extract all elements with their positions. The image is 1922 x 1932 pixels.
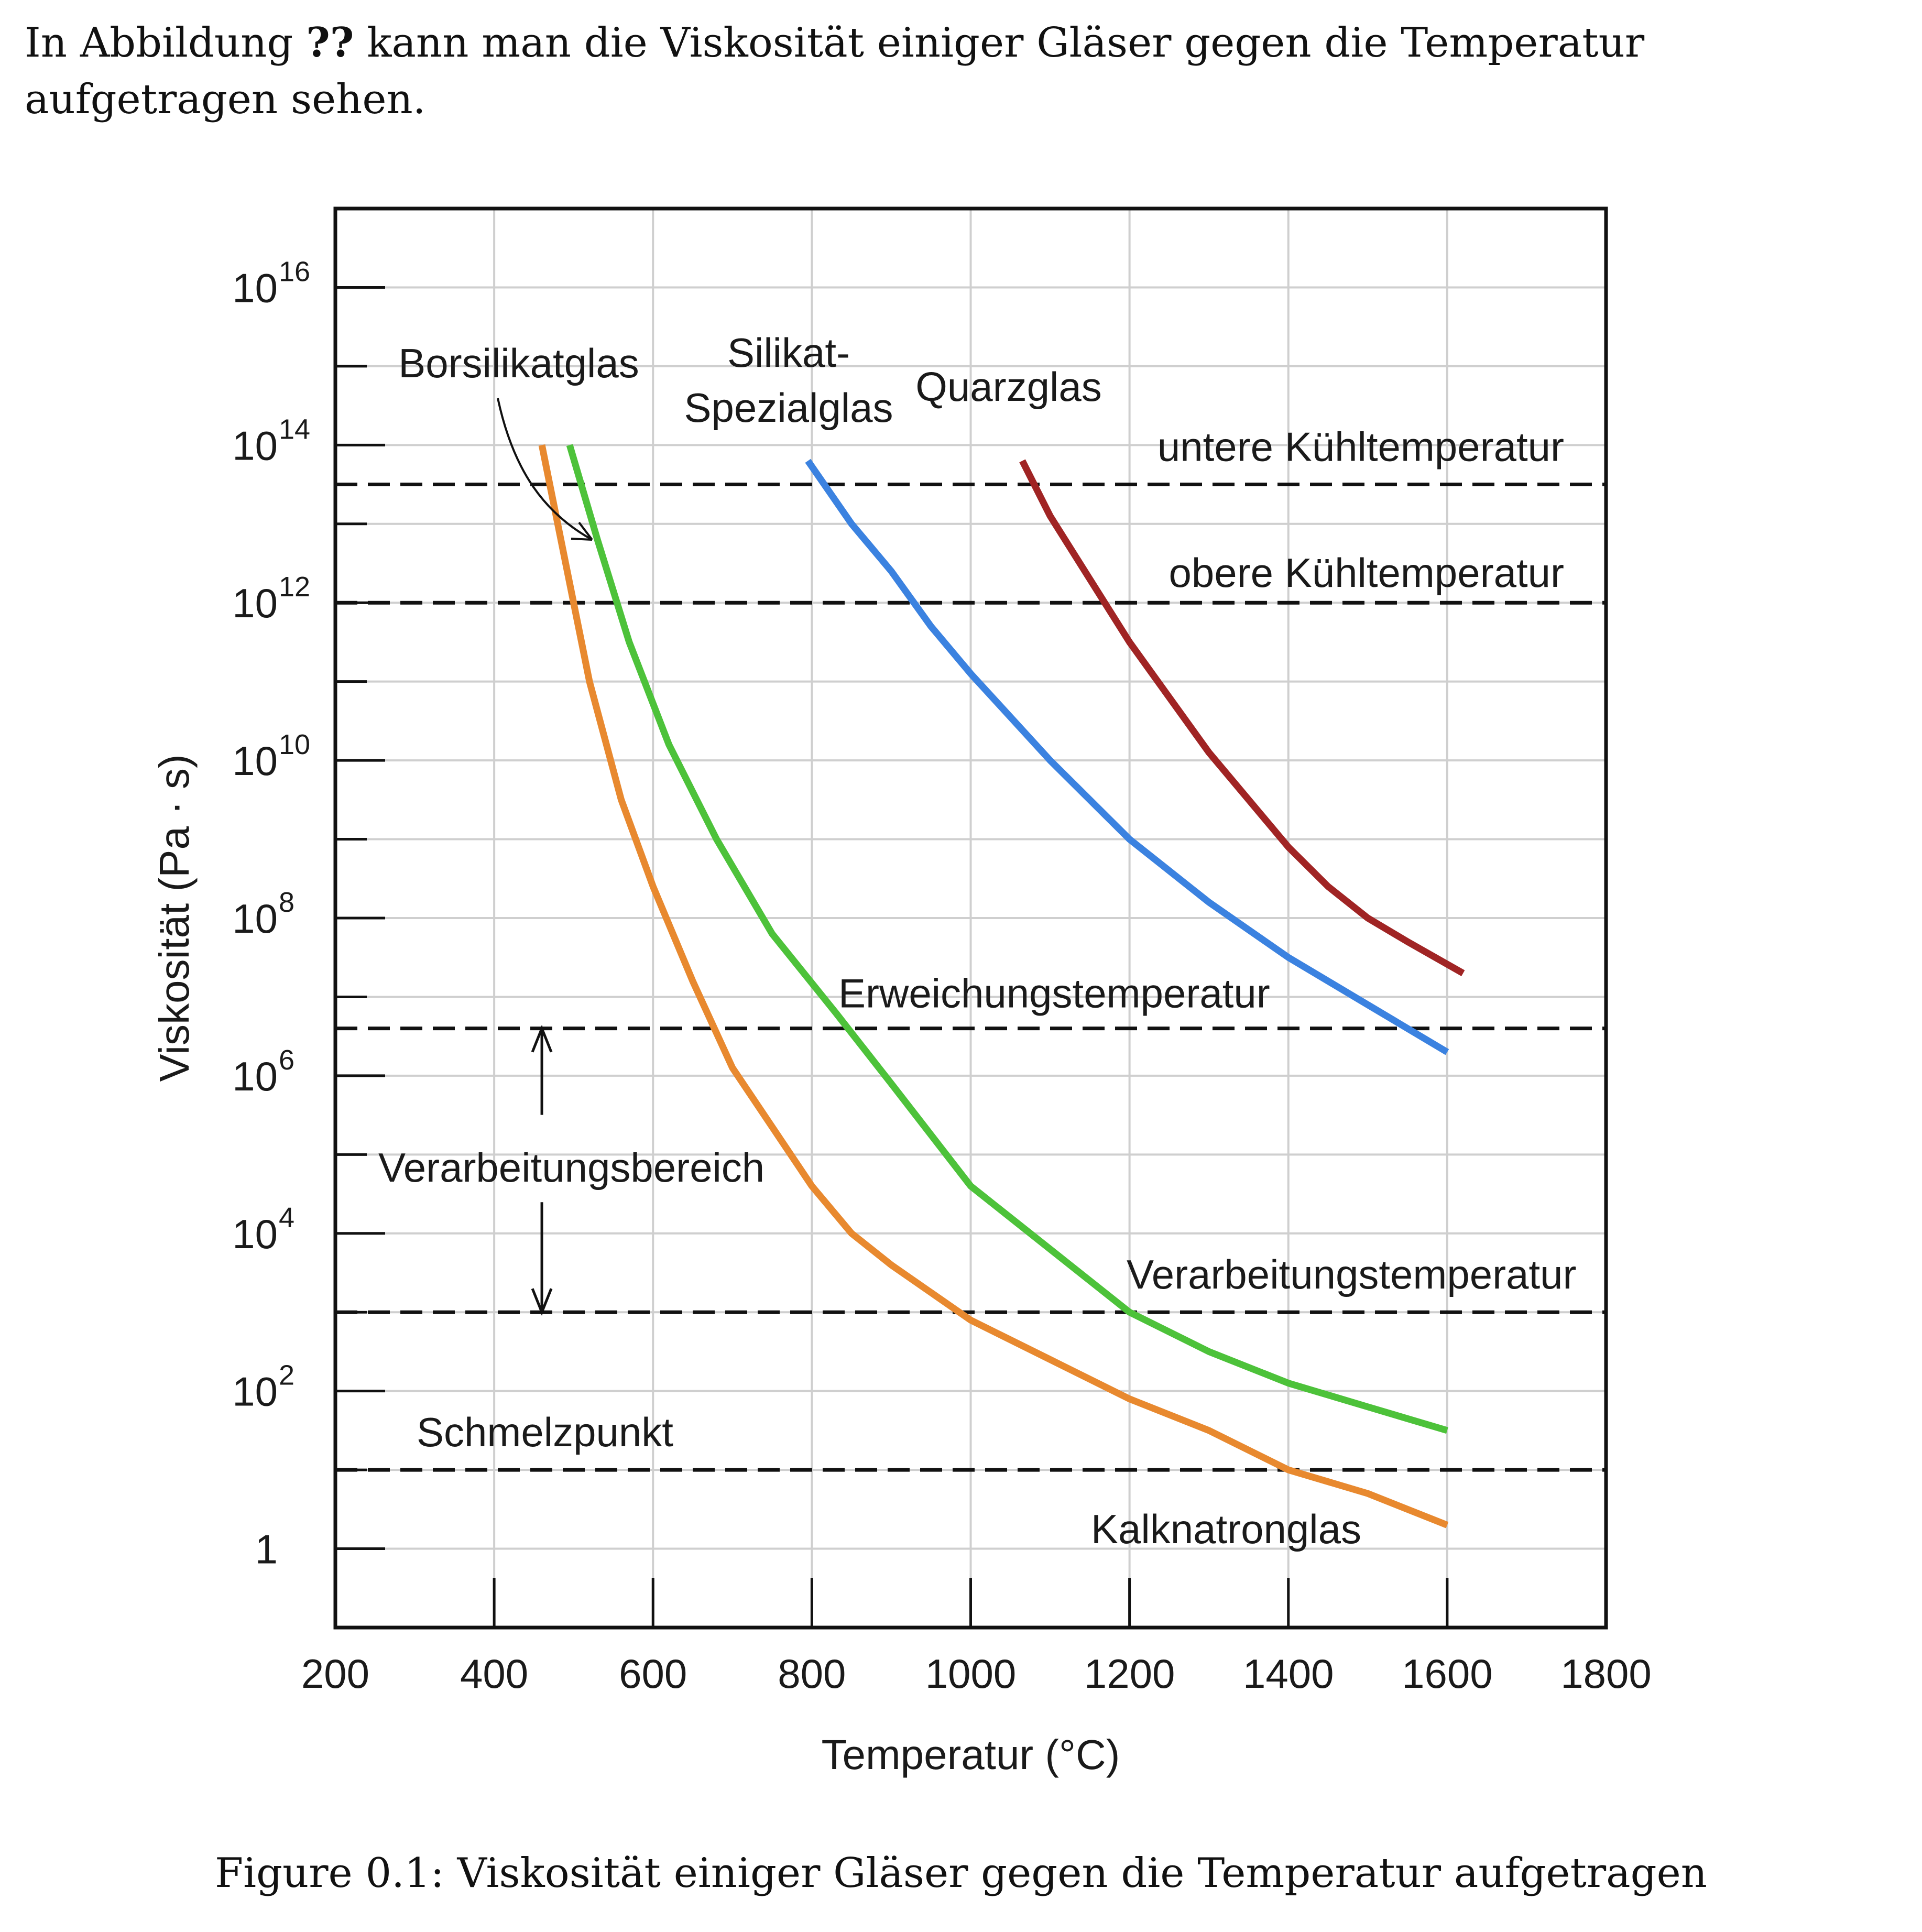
y-tick-label: 10 [232,580,278,626]
reference-line-label: Schmelzpunkt [417,1409,673,1455]
annotations: Borsilikatglas Silikat- Spezialglas Quarzgl… [378,330,1361,1552]
y-tick-exponent: 4 [279,1202,294,1234]
series-line [538,444,1449,1529]
y-tick-exponent: 16 [279,256,310,287]
series-label: Silikat- [727,330,850,376]
reference-line-label: Verarbeitungstemperatur [1127,1251,1577,1297]
y-tick-exponent: 2 [279,1360,294,1391]
series-line [805,459,1449,1055]
figure-reference: ?? [306,19,354,67]
x-tick-label: 400 [460,1651,528,1697]
series-group [538,444,1465,1529]
series-label: Kalknatronglas [1091,1506,1361,1552]
series-label: Borsilikatglas [398,340,639,386]
y-tick-label: 10 [232,738,278,784]
x-tick-label: 1200 [1084,1651,1175,1697]
y-tick-label: 1 [255,1526,278,1573]
y-tick-exponent: 6 [279,1044,294,1076]
y-tick-label: 10 [232,422,278,468]
axis-ticks [335,286,1449,1628]
x-tick-label: 600 [619,1651,687,1697]
y-tick-exponent: 14 [279,413,310,445]
series-line [566,444,1448,1434]
y-tick-label: 10 [232,896,278,942]
x-axis-title: Temperatur (°C) [822,1731,1120,1778]
plot-frame [333,206,1608,1630]
reference-lines: untere Kühltemperatur obere Kühltemperatu… [335,424,1606,1472]
range-arrowhead-up [531,1024,553,1053]
y-tick-label: 10 [232,1369,278,1415]
series-line [1019,459,1465,976]
y-axis-title: Viskosität (Pa · s) [151,754,198,1082]
range-label: Verarbeitungsbereich [378,1144,765,1191]
range-arrowhead-down [531,1288,553,1316]
reference-line-label: untere Kühltemperatur [1157,424,1564,470]
y-tick-exponent: 8 [279,887,294,918]
x-tick-label: 1400 [1243,1651,1334,1697]
x-tick-label: 200 [301,1651,369,1697]
y-tick-exponent: 10 [279,729,310,760]
series-label: Quarzglas [915,364,1102,410]
y-tick-label: 10 [232,1211,278,1257]
intro-text-after: kann man die Viskosität einiger Gläser g… [25,19,1645,123]
x-tick-label: 800 [778,1651,846,1697]
intro-paragraph: In Abbildung ?? kann man die Viskosität … [25,15,1890,128]
figure-caption: Figure 0.1: Viskosität einiger Gläser ge… [214,1850,1708,1897]
x-tick-label: 1000 [925,1651,1017,1697]
y-tick-exponent: 12 [279,571,310,603]
x-tick-label: 1600 [1402,1651,1493,1697]
borsilikat-pointer [497,398,593,541]
borsilikat-pointer-head [571,521,593,541]
x-tick-label: 1800 [1560,1651,1652,1697]
series-label: Spezialglas [684,385,893,431]
y-tick-label: 10 [232,1053,278,1099]
intro-text-before: In Abbildung [25,19,307,67]
reference-line-label: obere Kühltemperatur [1169,550,1564,596]
y-tick-label: 10 [232,265,278,311]
reference-line-label: Erweichungstemperatur [838,970,1270,1017]
